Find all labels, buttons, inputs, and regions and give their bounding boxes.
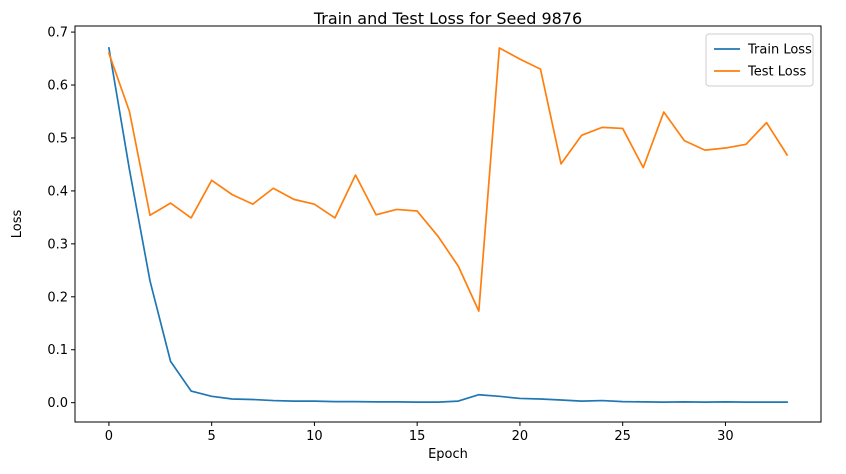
legend-box	[705, 33, 814, 87]
y-tick-label: 0.4	[47, 184, 68, 199]
x-tick-label: 20	[512, 429, 529, 444]
legend-label: Test Loss	[747, 65, 806, 80]
series-line-test-loss	[107, 47, 789, 312]
x-tick-label: 5	[208, 429, 216, 444]
y-tick-label: 0.1	[47, 343, 68, 358]
y-tick-label: 0.5	[47, 131, 68, 146]
x-tick-label: 15	[409, 429, 426, 444]
legend-label: Train Loss	[747, 43, 812, 58]
y-axis-label: Loss	[10, 210, 25, 239]
y-tick-label: 0.7	[47, 26, 68, 41]
y-tick-label: 0.3	[47, 237, 68, 252]
axes-frame	[74, 25, 822, 423]
x-axis: 0 5 10 15 20 25 30	[105, 422, 734, 444]
y-tick-label: 0.0	[47, 396, 68, 411]
x-tick-label: 0	[105, 429, 113, 444]
series-line-train-loss	[107, 46, 788, 403]
y-tick-label: 0.6	[47, 79, 68, 94]
y-tick-label: 0.2	[47, 290, 68, 305]
x-tick-label: 30	[717, 429, 734, 444]
x-tick-label: 25	[614, 429, 631, 444]
y-axis: 0.0 0.1 0.2 0.3 0.4 0.5 0.6 0.7	[47, 26, 75, 411]
chart-title: Train and Test Loss for Seed 9876	[313, 9, 582, 28]
legend: Train Loss Test Loss	[705, 33, 814, 87]
x-tick-label: 10	[306, 429, 323, 444]
x-axis-label: Epoch	[428, 447, 468, 462]
plot-area	[107, 46, 789, 403]
